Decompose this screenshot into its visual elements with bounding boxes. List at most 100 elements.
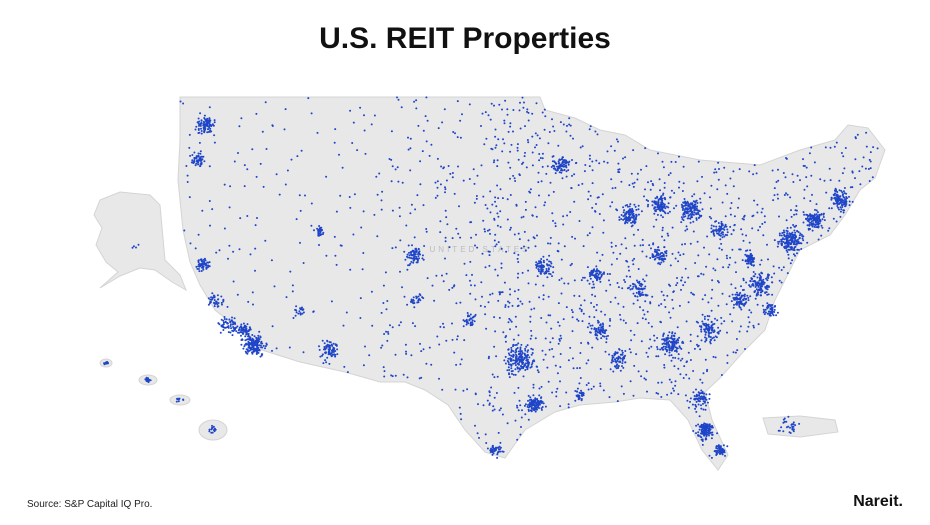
property-dot — [471, 319, 474, 322]
property-dot — [275, 173, 278, 176]
property-dot — [352, 233, 355, 236]
property-dot — [524, 125, 526, 128]
property-dot — [249, 253, 252, 256]
property-dot — [786, 272, 789, 275]
property-dot — [663, 182, 666, 184]
property-dot — [510, 346, 513, 349]
property-dot — [327, 348, 330, 351]
property-dot — [705, 337, 708, 340]
property-dot — [812, 215, 815, 218]
property-dot — [261, 346, 264, 349]
property-dot — [710, 227, 713, 230]
property-dot — [573, 279, 576, 282]
property-dot — [665, 250, 668, 252]
property-dot — [781, 238, 784, 241]
property-dot — [419, 342, 421, 345]
property-dot — [625, 216, 628, 219]
property-dot — [414, 208, 417, 211]
property-dot — [649, 302, 652, 305]
property-dot — [536, 365, 539, 368]
property-dot — [513, 233, 516, 236]
property-dot — [596, 272, 599, 275]
property-dot — [551, 212, 554, 215]
property-dot — [509, 122, 512, 125]
property-dot — [705, 338, 708, 341]
property-dot — [633, 181, 636, 184]
property-dot — [247, 350, 250, 353]
property-dot — [705, 404, 707, 407]
property-dot — [468, 315, 471, 318]
property-dot — [242, 326, 245, 329]
property-dot — [754, 281, 757, 284]
property-dot — [339, 194, 342, 197]
property-dot — [776, 245, 779, 248]
property-dot — [645, 370, 648, 373]
property-dot — [595, 309, 598, 312]
property-dot — [103, 363, 106, 366]
property-dot — [753, 199, 756, 202]
property-dot — [721, 227, 724, 230]
property-dot — [302, 351, 305, 354]
property-dot — [525, 359, 528, 362]
property-dot — [376, 193, 379, 196]
property-dot — [249, 339, 252, 341]
property-dot — [617, 358, 620, 361]
property-dot — [197, 129, 200, 131]
property-dot — [207, 131, 210, 133]
property-dot — [509, 360, 512, 362]
property-dot — [699, 425, 701, 428]
property-dot — [695, 388, 697, 391]
property-dot — [670, 160, 673, 163]
property-dot — [222, 300, 225, 303]
property-dot — [458, 205, 460, 208]
property-dot — [627, 211, 629, 214]
property-dot — [470, 284, 472, 287]
property-dot — [210, 130, 213, 133]
property-dot — [476, 432, 479, 435]
property-dot — [641, 250, 644, 253]
property-dot — [810, 146, 813, 149]
property-dot — [549, 314, 552, 317]
property-dot — [637, 228, 640, 231]
property-dot — [526, 110, 528, 113]
property-dot — [702, 427, 705, 430]
property-dot — [197, 233, 200, 236]
property-dot — [207, 303, 210, 306]
property-dot — [547, 295, 550, 298]
property-dot — [516, 143, 519, 146]
property-dot — [451, 237, 454, 240]
property-dot — [574, 399, 577, 402]
property-dot — [601, 253, 604, 256]
property-dot — [562, 215, 565, 218]
property-dot — [684, 204, 687, 206]
property-dot — [754, 273, 757, 275]
property-dot — [373, 213, 376, 216]
property-dot — [520, 426, 522, 428]
property-dot — [329, 346, 331, 349]
property-dot — [540, 385, 543, 388]
property-dot — [283, 128, 286, 131]
property-dot — [493, 345, 496, 348]
property-dot — [681, 218, 684, 220]
property-dot — [469, 292, 472, 295]
property-dot — [469, 317, 472, 320]
property-dot — [433, 299, 436, 302]
property-dot — [777, 179, 780, 182]
property-dot — [793, 225, 796, 228]
property-dot — [729, 256, 732, 259]
property-dot — [714, 168, 717, 171]
property-dot — [477, 403, 479, 406]
property-dot — [210, 296, 213, 299]
property-dot — [210, 298, 213, 301]
property-dot — [255, 348, 258, 351]
property-dot — [312, 310, 315, 313]
property-dot — [541, 157, 544, 160]
property-dot — [262, 185, 265, 188]
property-dot — [693, 293, 695, 296]
property-dot — [721, 224, 724, 227]
property-dot — [448, 246, 451, 249]
property-dot — [428, 346, 431, 349]
property-dot — [677, 260, 680, 263]
property-dot — [565, 161, 568, 164]
property-dot — [525, 345, 528, 348]
